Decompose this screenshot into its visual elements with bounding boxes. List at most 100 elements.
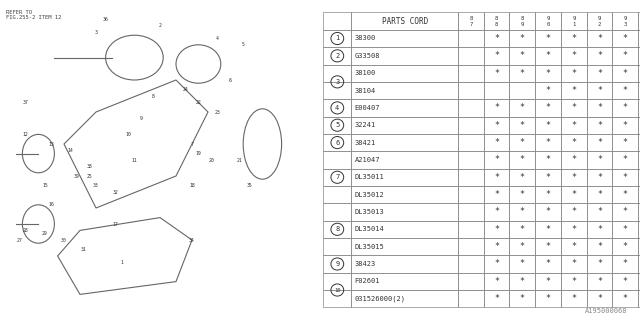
Text: *: * [494, 69, 499, 78]
Text: 031526000(2): 031526000(2) [355, 295, 406, 302]
Text: 34: 34 [189, 237, 195, 243]
Bar [587, 186, 612, 203]
Bar [561, 116, 587, 134]
Bar [323, 238, 351, 255]
Bar [638, 47, 640, 65]
Bar [638, 220, 640, 238]
Bar [535, 273, 561, 290]
Text: 38104: 38104 [355, 88, 376, 93]
Text: *: * [572, 86, 576, 95]
Text: *: * [623, 138, 628, 147]
Text: *: * [597, 69, 602, 78]
Bar [351, 255, 458, 273]
Bar [458, 169, 484, 186]
Bar [323, 186, 351, 203]
Bar [509, 169, 535, 186]
Bar [561, 47, 587, 65]
Bar [509, 151, 535, 169]
Bar [612, 169, 638, 186]
Text: 38300: 38300 [355, 36, 376, 42]
Text: *: * [545, 103, 550, 112]
Text: 12: 12 [23, 132, 28, 137]
Bar [323, 82, 351, 99]
Bar [612, 99, 638, 116]
Text: *: * [520, 260, 525, 268]
Text: 9: 9 [140, 116, 142, 121]
Text: *: * [494, 121, 499, 130]
Text: *: * [597, 51, 602, 60]
Text: *: * [623, 173, 628, 182]
Text: 4: 4 [216, 36, 219, 41]
Bar [484, 134, 509, 151]
Text: *: * [545, 86, 550, 95]
Bar [535, 30, 561, 47]
Text: 38423: 38423 [355, 261, 376, 267]
Text: 10: 10 [125, 132, 131, 137]
Text: *: * [623, 51, 628, 60]
Text: 39: 39 [74, 173, 79, 179]
Bar [612, 116, 638, 134]
Bar [484, 12, 509, 30]
Bar [638, 30, 640, 47]
Text: 2: 2 [335, 53, 339, 59]
Text: 36: 36 [103, 17, 108, 22]
Bar [323, 30, 351, 47]
Bar [323, 65, 351, 82]
Bar [587, 30, 612, 47]
Bar [351, 220, 458, 238]
Text: 21: 21 [237, 157, 243, 163]
Text: *: * [494, 138, 499, 147]
Text: *: * [597, 225, 602, 234]
Text: *: * [520, 34, 525, 43]
Bar [351, 273, 458, 290]
Bar [587, 116, 612, 134]
Bar [484, 220, 509, 238]
Bar [638, 273, 640, 290]
Text: *: * [597, 190, 602, 199]
Bar [612, 65, 638, 82]
Text: *: * [545, 51, 550, 60]
Text: 32241: 32241 [355, 122, 376, 128]
Bar [612, 82, 638, 99]
Text: *: * [597, 86, 602, 95]
Bar [612, 238, 638, 255]
Bar [561, 99, 587, 116]
Text: *: * [572, 103, 576, 112]
Bar [587, 273, 612, 290]
Bar [484, 30, 509, 47]
Bar [323, 290, 351, 307]
Text: 37: 37 [23, 100, 28, 105]
Text: 29: 29 [42, 231, 47, 236]
Text: 32: 32 [113, 189, 118, 195]
Text: 7: 7 [335, 174, 339, 180]
Bar [509, 47, 535, 65]
Bar [351, 30, 458, 47]
Text: *: * [572, 294, 576, 303]
Text: *: * [623, 260, 628, 268]
Text: *: * [520, 190, 525, 199]
Bar [561, 203, 587, 220]
Text: 9
3: 9 3 [623, 16, 627, 27]
Bar [612, 134, 638, 151]
Text: *: * [520, 277, 525, 286]
Text: DL35015: DL35015 [355, 244, 385, 250]
Bar [323, 151, 351, 169]
Text: *: * [520, 103, 525, 112]
Bar [535, 186, 561, 203]
Text: E00407: E00407 [355, 105, 380, 111]
Text: 10: 10 [334, 287, 340, 292]
Bar [612, 255, 638, 273]
Bar [509, 134, 535, 151]
Bar [458, 99, 484, 116]
Text: 22: 22 [196, 100, 201, 105]
Text: 8: 8 [335, 226, 339, 232]
Text: *: * [597, 156, 602, 164]
Text: 38100: 38100 [355, 70, 376, 76]
Text: *: * [572, 69, 576, 78]
Bar [323, 12, 351, 30]
Bar [323, 99, 351, 116]
Bar [323, 169, 351, 186]
Bar [535, 116, 561, 134]
Bar [323, 116, 351, 134]
Text: 17: 17 [113, 221, 118, 227]
